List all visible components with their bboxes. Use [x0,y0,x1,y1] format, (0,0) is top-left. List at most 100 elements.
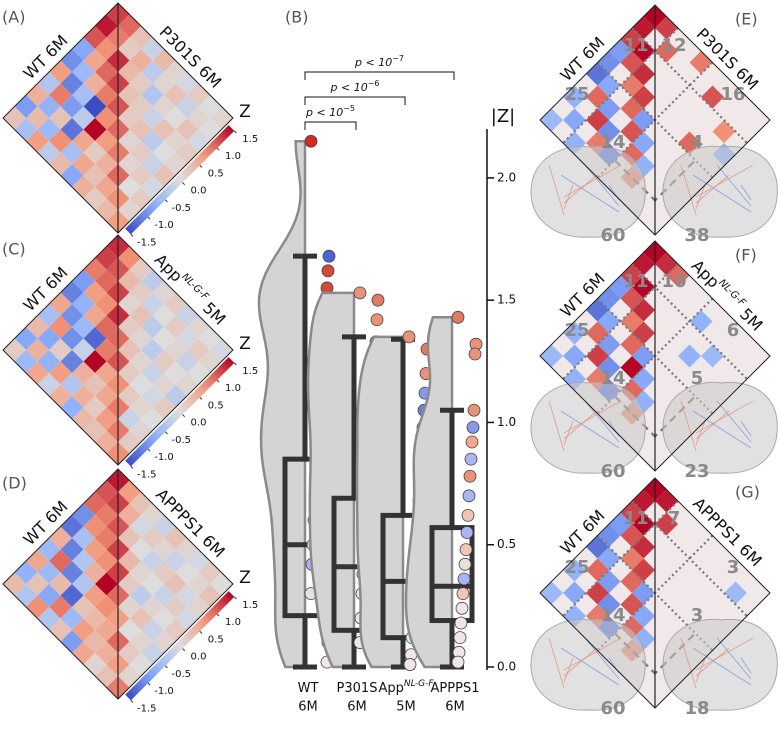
brain-edge [740,420,752,437]
colorbar-label: Z [239,568,251,588]
colorbar-tick [130,699,134,703]
brain-edge [563,410,598,440]
significance-bracket [304,121,357,130]
significance-exponent: −5 [343,104,355,113]
brain-edge [563,637,622,671]
colorbar-tick-label: -1.5 [137,237,157,248]
panel-label: (A) [2,8,25,27]
colorbar [125,591,235,701]
colorbar-tick [182,182,186,186]
category-age: 6M [445,700,465,715]
category-label: WT [298,681,319,696]
violin [306,291,356,669]
significance-label: p < 10−6 [330,79,380,95]
colorbar-tick-label: -1.0 [154,220,174,231]
edge-count: 38 [684,225,709,246]
brain-edge [695,637,754,671]
heatmap-cell [563,108,586,132]
data-point [459,543,473,557]
data-point [466,420,480,434]
significance-label: p < 10−5 [305,104,355,120]
data-point [454,616,468,630]
data-point [468,347,482,361]
edge-count: 25 [564,320,589,341]
edge-count: 11 [623,35,648,56]
colorbar-tick [216,147,220,151]
colorbar-tick-label: 0.5 [208,400,224,411]
colorbar-tick [130,465,134,469]
brain-outline [530,145,646,238]
edge-count: 25 [564,557,589,578]
brain-edge [692,410,752,449]
brain-edge [692,174,752,213]
colorbar-tick [164,199,168,203]
colorbar-tick [199,164,203,168]
y-axis-label: |Z| [491,106,515,127]
edge-count: 14 [600,132,625,153]
edge-count: 60 [600,225,625,246]
data-point [321,264,335,278]
brain-edge [695,400,754,434]
heatmap-panel: WT 6M AppNL-G-F5M(C)-1.5-1.0-0.50.00.51.0… [2,234,258,480]
data-point [461,508,475,522]
box [429,525,475,624]
colorbar-tick-label: 0.0 [191,418,207,429]
brain-outline [662,381,778,474]
right-label-sup: NL-G-F [716,277,747,308]
brain-edge [680,164,697,216]
data-point [451,655,465,669]
colorbar-tick [216,613,220,617]
significance-exponent: −6 [368,79,380,88]
heatmap-cell [724,581,747,605]
colorbar-tick-label: 0.5 [208,168,224,179]
colorbar-tick [199,630,203,634]
violin [355,335,405,669]
colorbar [125,125,235,235]
edge-count: 7 [668,508,681,529]
heatmap-cell [563,581,586,605]
brain-edge [584,400,620,443]
significance-text: p < 10 [330,81,368,94]
edge-count: 3 [691,605,704,626]
colorbar-tick [147,448,151,452]
brain-edge [563,174,598,204]
edge-count: 23 [684,461,709,482]
data-point [458,557,472,571]
colorbar-label: Z [239,102,251,122]
edge-count: 3 [727,557,740,578]
heatmap-panel: WT 6M APPPS1 6M(D)-1.5-1.0-0.50.00.51.01.… [2,468,258,714]
violin [257,139,307,669]
edge-count: 10 [661,271,686,292]
colorbar-tick-label: 1.0 [225,617,241,628]
y-tick-label: 2.0 [497,170,516,184]
colorbar-tick [147,216,151,220]
brain-edge [740,184,752,201]
colorbar-tick-label: 1.5 [242,600,258,611]
brain-edge [584,637,620,680]
colorbar-tick [147,682,151,686]
block-boundary [631,263,748,380]
category-name: App [378,681,403,696]
y-tick-label: 1.5 [497,293,516,307]
colorbar-tick-label: 1.5 [242,134,258,145]
colorbar-tick [130,233,134,237]
colorbar-tick-label: 1.5 [242,366,258,377]
y-tick-label: 0.5 [497,537,516,551]
category-superscript: NL-G-F [404,679,435,689]
brain-edge [716,164,752,207]
significance-bracket [304,71,455,80]
data-point [402,330,416,344]
block-boundary [631,27,748,144]
brain-edge [695,410,730,440]
edge-count: 4 [691,132,704,153]
data-point [455,601,469,615]
brain-edge [563,657,574,683]
colorbar-tick-label: -1.0 [154,452,174,463]
block-boundary [631,500,748,617]
violin [404,316,454,669]
brain-edge [563,400,622,434]
category-name: P301S [337,681,378,696]
colorbar-tick-label: -1.5 [137,469,157,480]
